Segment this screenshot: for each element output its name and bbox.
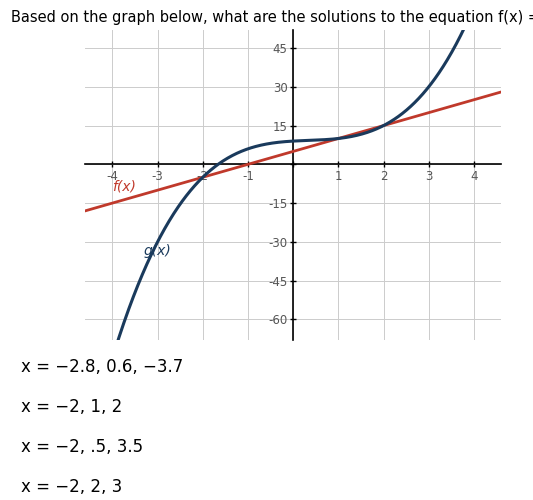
Text: x = −2, 2, 3: x = −2, 2, 3 (21, 478, 123, 496)
Text: x = −2, 1, 2: x = −2, 1, 2 (21, 398, 123, 415)
Text: g(x): g(x) (144, 244, 172, 258)
Text: f(x): f(x) (112, 179, 136, 193)
Text: Based on the graph below, what are the solutions to the equation f(x) = g(x)?: Based on the graph below, what are the s… (11, 10, 533, 25)
Text: x = −2.8, 0.6, −3.7: x = −2.8, 0.6, −3.7 (21, 358, 183, 376)
Text: x = −2, .5, 3.5: x = −2, .5, 3.5 (21, 438, 143, 456)
